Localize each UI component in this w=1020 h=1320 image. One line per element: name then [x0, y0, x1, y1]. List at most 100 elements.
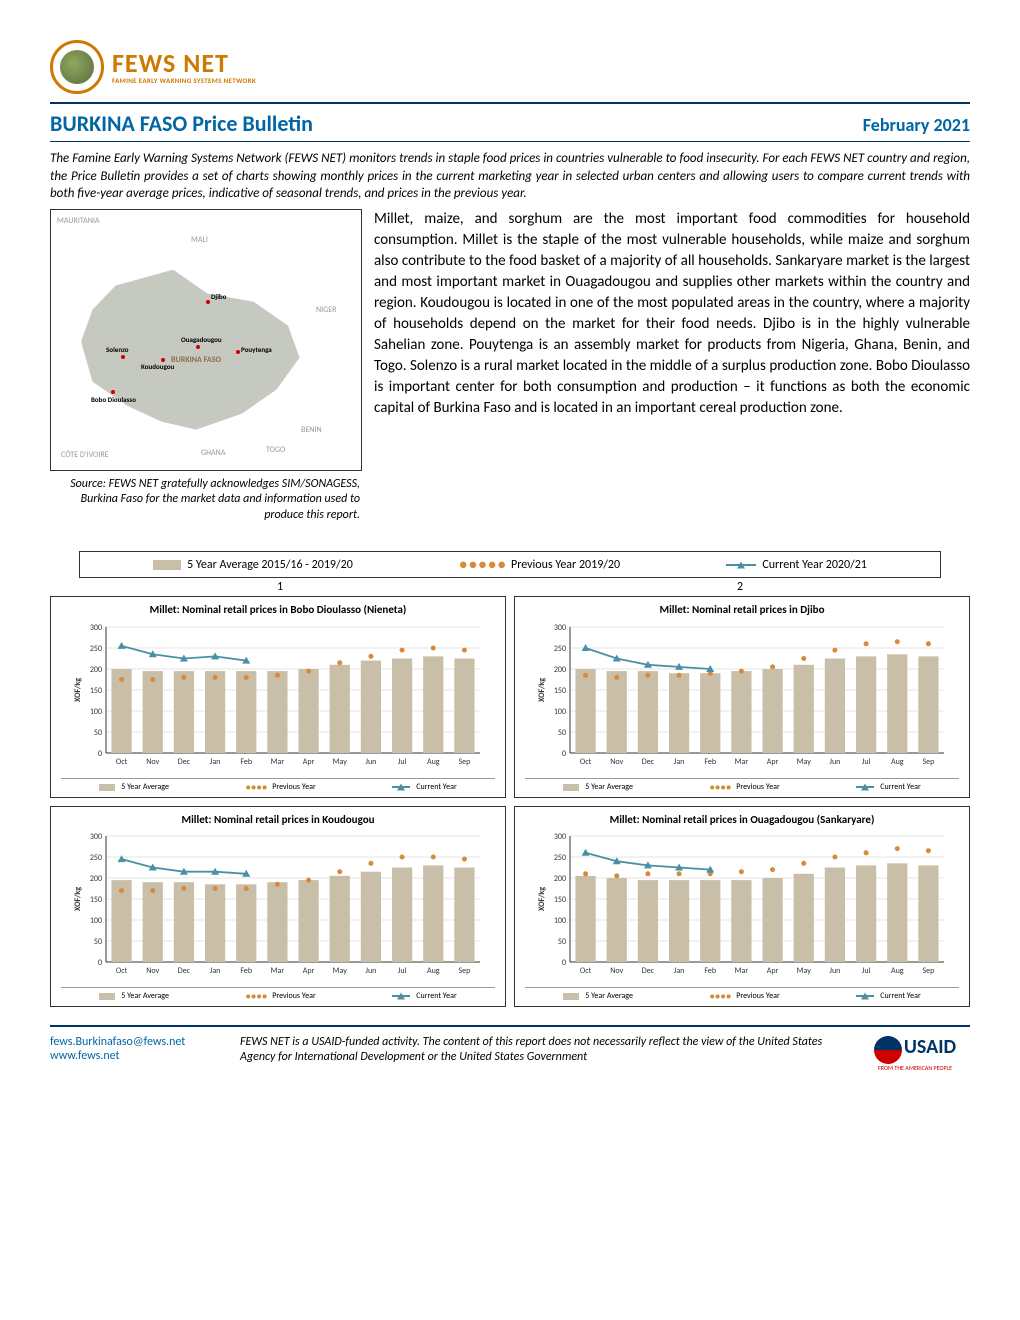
svg-text:Mar: Mar — [271, 966, 285, 976]
chart-mini-legend: 5 Year Average ● ● ● ●Previous Year Curr… — [525, 987, 959, 1002]
svg-text:Sep: Sep — [458, 757, 470, 767]
svg-text:Nov: Nov — [146, 966, 159, 976]
svg-text:May: May — [333, 966, 348, 976]
map-country-label: BURKINA FASO — [171, 355, 221, 365]
svg-text:Sep: Sep — [922, 757, 934, 767]
chart-title: Millet: Nominal retail prices in Ouagado… — [525, 813, 959, 826]
svg-text:May: May — [797, 966, 812, 976]
chart-panel: Millet: Nominal retail prices in Ouagado… — [514, 806, 970, 1007]
svg-text:0: 0 — [562, 749, 566, 759]
svg-text:XOF/kg: XOF/kg — [537, 677, 547, 701]
svg-text:250: 250 — [554, 853, 566, 863]
svg-text:50: 50 — [94, 937, 102, 947]
map-city-ouaga: Ouagadougou — [181, 335, 222, 344]
svg-text:0: 0 — [98, 958, 102, 968]
usaid-sub-text: FROM THE AMERICAN PEOPLE — [860, 1064, 970, 1072]
svg-text:100: 100 — [554, 707, 566, 717]
svg-text:Jul: Jul — [398, 966, 407, 976]
svg-text:200: 200 — [90, 665, 102, 675]
legend-bar-icon — [153, 560, 181, 570]
svg-text:Oct: Oct — [580, 757, 592, 767]
svg-text:XOF/kg: XOF/kg — [537, 887, 547, 911]
svg-text:XOF/kg: XOF/kg — [73, 677, 83, 701]
svg-text:0: 0 — [562, 958, 566, 968]
svg-text:Feb: Feb — [240, 757, 252, 767]
chart-title: Millet: Nominal retail prices in Djibo — [525, 603, 959, 616]
svg-text:Apr: Apr — [767, 757, 779, 767]
footer-disclaimer: FEWS NET is a USAID-funded activity. The… — [240, 1035, 840, 1066]
footer-email[interactable]: fews.Burkinafaso@fews.net — [50, 1035, 220, 1049]
price-chart-svg: 050100150200250300OctNovDecJanFebMarAprM… — [61, 830, 495, 980]
legend-curr-label: Current Year 2020/21 — [762, 558, 867, 572]
bulletin-date: February 2021 — [863, 114, 970, 136]
svg-text:Mar: Mar — [735, 966, 749, 976]
svg-text:Oct: Oct — [116, 757, 128, 767]
svg-text:Dec: Dec — [178, 757, 191, 767]
chart-mini-legend: 5 Year Average ● ● ● ●Previous Year Curr… — [525, 778, 959, 793]
price-chart-svg: 050100150200250300OctNovDecJanFebMarAprM… — [525, 830, 959, 980]
svg-text:Aug: Aug — [427, 966, 440, 976]
svg-text:Nov: Nov — [610, 757, 623, 767]
svg-text:Feb: Feb — [704, 757, 716, 767]
legend-prev-label: Previous Year 2019/20 — [511, 558, 620, 572]
map-city-bobo: Bobo Dioulasso — [91, 395, 136, 404]
globe-icon — [50, 40, 104, 94]
svg-text:Jul: Jul — [862, 757, 871, 767]
svg-text:Mar: Mar — [735, 757, 749, 767]
svg-text:50: 50 — [558, 937, 566, 947]
chart-title: Millet: Nominal retail prices in Koudoug… — [61, 813, 495, 826]
svg-text:50: 50 — [94, 728, 102, 738]
legend-dots-icon: ● ● ● ● ● — [459, 556, 505, 573]
svg-text:Nov: Nov — [146, 757, 159, 767]
svg-text:Dec: Dec — [642, 966, 655, 976]
intro-paragraph: The Famine Early Warning Systems Network… — [50, 150, 970, 203]
svg-text:Aug: Aug — [891, 757, 904, 767]
svg-text:150: 150 — [90, 686, 102, 696]
svg-text:XOF/kg: XOF/kg — [73, 887, 83, 911]
svg-text:Feb: Feb — [704, 966, 716, 976]
map-label-mauritania: MAURITANIA — [57, 216, 100, 226]
svg-text:Jul: Jul — [862, 966, 871, 976]
usaid-seal-icon — [874, 1036, 902, 1064]
svg-text:100: 100 — [90, 916, 102, 926]
chart-panel: Millet: Nominal retail prices in Koudoug… — [50, 806, 506, 1007]
svg-text:Nov: Nov — [610, 966, 623, 976]
svg-text:Apr: Apr — [767, 966, 779, 976]
svg-text:Jan: Jan — [210, 966, 221, 976]
svg-text:May: May — [797, 757, 812, 767]
divider — [50, 1025, 970, 1027]
svg-text:Jan: Jan — [674, 966, 685, 976]
svg-text:Dec: Dec — [642, 757, 655, 767]
panel-number-1: 1 — [277, 580, 283, 594]
svg-text:100: 100 — [90, 707, 102, 717]
svg-text:50: 50 — [558, 728, 566, 738]
map-city-solenzo: Solenzo — [106, 345, 129, 354]
svg-text:300: 300 — [90, 623, 102, 633]
global-legend: 5 Year Average 2015/16 - 2019/20 ● ● ● ●… — [79, 551, 941, 578]
svg-text:150: 150 — [554, 686, 566, 696]
svg-text:300: 300 — [554, 832, 566, 842]
svg-text:Jul: Jul — [398, 757, 407, 767]
svg-text:Jun: Jun — [829, 966, 840, 976]
usaid-logo: USAID FROM THE AMERICAN PEOPLE — [860, 1035, 970, 1072]
svg-text:250: 250 — [90, 853, 102, 863]
svg-text:Jan: Jan — [210, 757, 221, 767]
svg-text:Mar: Mar — [271, 757, 285, 767]
svg-text:150: 150 — [554, 895, 566, 905]
svg-text:Aug: Aug — [891, 966, 904, 976]
chart-panel: Millet: Nominal retail prices in Bobo Di… — [50, 596, 506, 797]
svg-text:Aug: Aug — [427, 757, 440, 767]
svg-text:250: 250 — [554, 644, 566, 654]
svg-text:Feb: Feb — [240, 966, 252, 976]
svg-text:Oct: Oct — [580, 966, 592, 976]
svg-text:Sep: Sep — [922, 966, 934, 976]
svg-text:250: 250 — [90, 644, 102, 654]
price-chart-svg: 050100150200250300OctNovDecJanFebMarAprM… — [525, 621, 959, 771]
svg-text:Jun: Jun — [365, 757, 376, 767]
body-paragraph: Millet, maize, and sorghum are the most … — [374, 209, 970, 524]
chart-mini-legend: 5 Year Average ● ● ● ●Previous Year Curr… — [61, 778, 495, 793]
footer-url[interactable]: www.fews.net — [50, 1049, 220, 1063]
svg-text:200: 200 — [90, 874, 102, 884]
legend-line-icon — [726, 564, 756, 566]
chart-mini-legend: 5 Year Average ● ● ● ●Previous Year Curr… — [61, 987, 495, 1002]
